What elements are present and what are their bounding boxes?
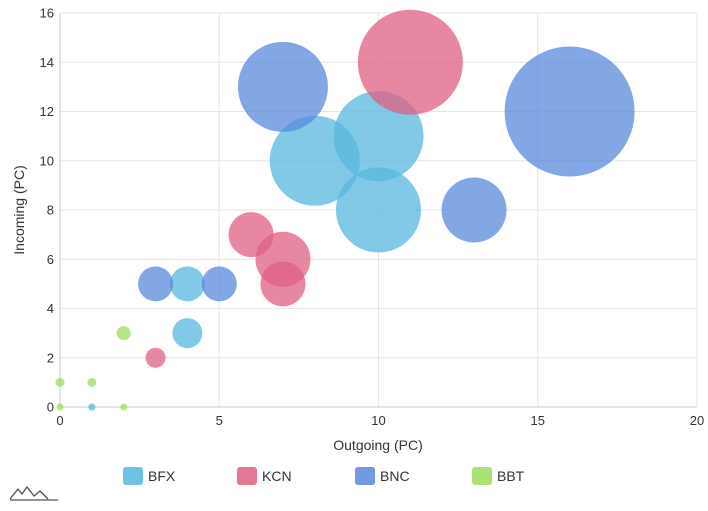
series-bnc (138, 41, 635, 302)
y-tick-label: 10 (40, 153, 54, 168)
x-tick-label: 15 (531, 413, 545, 428)
bubble-point[interactable] (336, 167, 421, 253)
x-tick-label: 5 (216, 413, 223, 428)
bubble-point[interactable] (357, 9, 463, 115)
bubble-point[interactable] (504, 46, 635, 177)
bubble-point[interactable] (172, 318, 203, 349)
y-tick-label: 6 (47, 252, 54, 267)
legend-item-kcn[interactable]: KCN (237, 467, 292, 485)
x-axis-title: Outgoing (PC) (333, 437, 422, 453)
bubble-point[interactable] (145, 347, 166, 368)
bubble-point[interactable] (441, 177, 507, 243)
y-tick-label: 14 (40, 55, 54, 70)
y-tick-label: 2 (47, 350, 54, 365)
tick-labels: 0 5 10 15 20 0 2 4 6 8 10 12 14 16 (40, 6, 705, 429)
legend-item-bnc[interactable]: BNC (355, 467, 410, 485)
bubble-point[interactable] (138, 266, 174, 302)
series-kcn (145, 9, 463, 368)
legend-swatch (355, 467, 375, 485)
y-tick-label: 8 (47, 203, 54, 218)
legend-swatch (123, 467, 143, 485)
bubble-point[interactable] (55, 377, 65, 387)
legend-label: BFX (148, 468, 176, 484)
bubble-point[interactable] (88, 403, 96, 411)
y-tick-label: 0 (47, 400, 54, 415)
bubble-point[interactable] (56, 403, 64, 411)
legend-swatch (472, 467, 492, 485)
bubble-point[interactable] (255, 231, 311, 287)
legend-swatch (237, 467, 257, 485)
legend-label: KCN (262, 468, 292, 484)
x-tick-label: 20 (690, 413, 704, 428)
legend-label: BBT (497, 468, 525, 484)
y-axis-title: Incoming (PC) (11, 165, 27, 254)
bubble-point[interactable] (120, 403, 128, 411)
y-tick-label: 4 (47, 301, 54, 316)
bubble-point[interactable] (237, 41, 328, 132)
series-bbt (55, 326, 131, 411)
legend: BFX KCN BNC BBT (123, 467, 525, 485)
x-tick-label: 10 (371, 413, 385, 428)
legend-label: BNC (380, 468, 410, 484)
bubble-point[interactable] (87, 377, 97, 387)
axes (59, 13, 697, 408)
bubble-point[interactable] (201, 266, 237, 302)
legend-item-bfx[interactable]: BFX (123, 467, 176, 485)
legend-item-bbt[interactable]: BBT (472, 467, 525, 485)
mountain-logo-icon (9, 486, 58, 501)
y-tick-label: 12 (40, 104, 54, 119)
y-tick-label: 16 (40, 6, 54, 21)
x-tick-label: 0 (56, 413, 63, 428)
bubbles (55, 9, 635, 411)
bubble-point[interactable] (169, 266, 205, 302)
bubble-point[interactable] (116, 326, 131, 341)
